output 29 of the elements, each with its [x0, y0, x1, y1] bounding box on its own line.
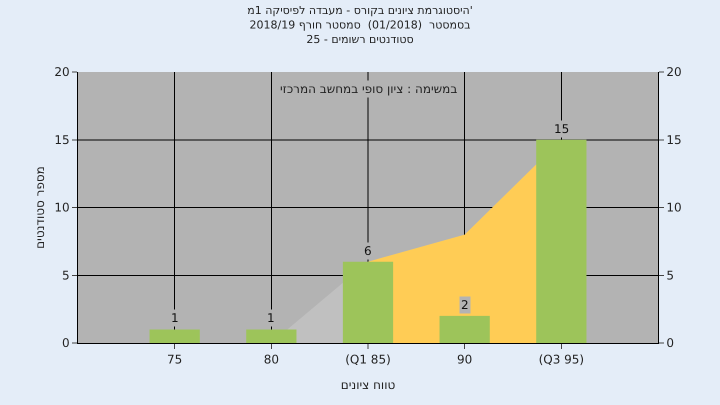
x-tick-label: 90 — [457, 352, 472, 366]
y-tick-label: 10 — [54, 200, 70, 215]
y2-tick-label: 20 — [666, 65, 682, 80]
x-tick-label: (Q1 85) — [345, 352, 391, 366]
x-tick-label: (Q3 95) — [538, 352, 584, 366]
y2-tick-label: 15 — [666, 132, 682, 147]
data-label: 1 — [171, 311, 179, 325]
chart-subtitle: בסמסטר (01/2018) סמסטר חורף 2018/19 סטודנטים רשומים - 25 — [250, 18, 470, 46]
y2-tick-label: 0 — [666, 336, 674, 350]
y2-tick-label: 10 — [666, 200, 682, 215]
data-label: 2 — [461, 298, 469, 312]
data-label: 6 — [364, 244, 372, 258]
bar — [150, 329, 200, 343]
y2-tick-label: 5 — [666, 268, 674, 282]
y-tick-label: 5 — [62, 268, 70, 282]
annotation: במשימה : ציון סופי במחשב המרכזי — [280, 82, 458, 96]
x-tick-label: 75 — [167, 352, 182, 366]
y-axis-title: מספר סטודנטים — [33, 166, 47, 249]
y-tick-label: 15 — [54, 132, 70, 147]
bar — [246, 329, 296, 343]
bar — [440, 316, 490, 343]
y-tick-label: 20 — [54, 65, 70, 80]
data-label: 1 — [267, 311, 275, 325]
y-tick-label: 0 — [62, 336, 70, 350]
data-label: 15 — [554, 122, 570, 136]
chart-title: היסטוגרמת ציונים בקורס - מעבדה לפיסיקה 1מ' — [247, 4, 473, 18]
x-axis-title: טווח ציונים — [340, 378, 396, 392]
x-tick-label: 80 — [264, 352, 279, 366]
bar — [536, 140, 586, 343]
